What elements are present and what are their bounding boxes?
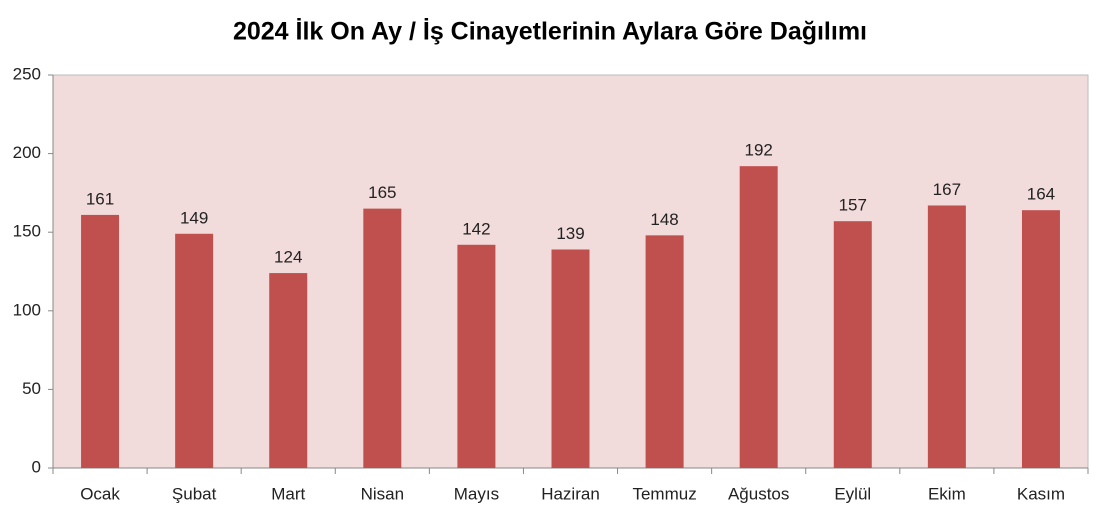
x-tick-label: Kasım — [1017, 484, 1065, 503]
value-label: 192 — [744, 141, 772, 160]
value-label: 165 — [368, 183, 396, 202]
bar — [269, 273, 308, 468]
bar — [363, 208, 402, 468]
bar — [739, 166, 778, 468]
value-label: 161 — [86, 189, 114, 208]
chart-title: 2024 İlk On Ay / İş Cinayetlerinin Aylar… — [233, 18, 867, 46]
value-label: 142 — [462, 219, 490, 238]
value-label: 164 — [1027, 185, 1055, 204]
bar — [833, 221, 872, 468]
bar — [551, 249, 590, 468]
x-tick-label: Ocak — [80, 484, 120, 503]
x-tick-label: Nisan — [361, 484, 404, 503]
y-tick-label: 0 — [32, 457, 41, 476]
value-label: 148 — [650, 210, 678, 229]
x-tick-label: Şubat — [172, 484, 217, 503]
x-tick-label: Mart — [271, 484, 305, 503]
value-label: 157 — [839, 196, 867, 215]
bar — [175, 233, 214, 468]
bar — [1021, 210, 1060, 468]
bar — [645, 235, 684, 468]
bar — [927, 205, 966, 468]
value-label: 139 — [556, 224, 584, 243]
x-tick-label: Ekim — [928, 484, 966, 503]
y-tick-label: 50 — [22, 379, 41, 398]
bar — [457, 244, 496, 468]
y-tick-label: 150 — [13, 222, 41, 241]
value-label: 124 — [274, 248, 302, 267]
x-tick-label: Ağustos — [728, 484, 789, 503]
x-tick-label: Mayıs — [454, 484, 499, 503]
value-label: 167 — [933, 180, 961, 199]
y-tick-label: 250 — [13, 64, 41, 83]
x-tick-label: Haziran — [541, 484, 600, 503]
x-tick-label: Eylül — [834, 484, 871, 503]
bar — [81, 214, 120, 468]
x-tick-label: Temmuz — [632, 484, 696, 503]
y-tick-label: 200 — [13, 143, 41, 162]
y-tick-label: 100 — [13, 300, 41, 319]
value-label: 149 — [180, 208, 208, 227]
